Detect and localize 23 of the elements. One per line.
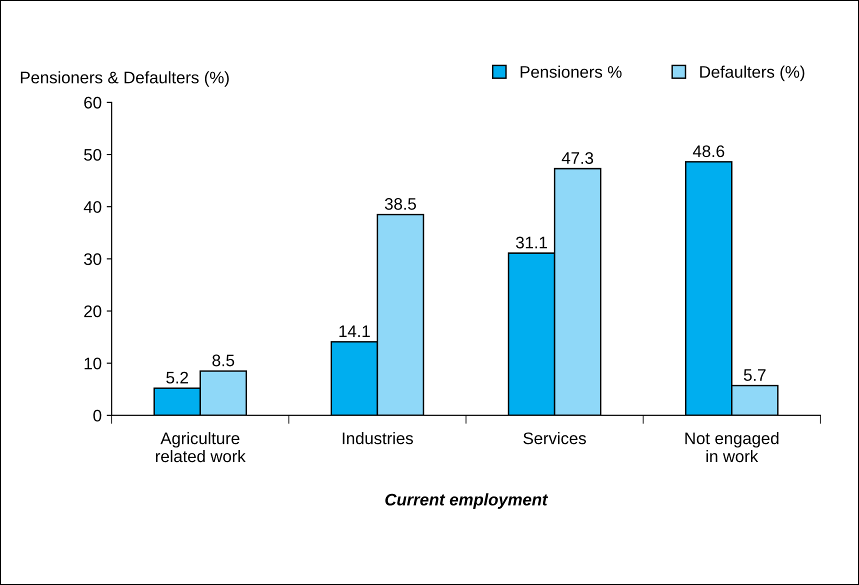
x-tick-label: Industries — [342, 432, 413, 444]
y-tick-label: 50 — [84, 148, 102, 161]
legend-label: Defaulters (%) — [700, 66, 804, 82]
x-tick-label: Services — [523, 432, 586, 444]
x-tick-label: Not engaged in work — [685, 432, 778, 462]
legend-label: Pensioners % — [520, 66, 622, 78]
data-label: 48.6 — [692, 145, 724, 158]
y-tick-label: 30 — [84, 253, 102, 266]
y-tick-label: 10 — [84, 358, 102, 370]
x-axis-title: Current employment — [385, 493, 548, 509]
data-label: 5.2 — [166, 372, 188, 384]
y-axis-title: Pensioners & Defaulters (%) — [20, 71, 229, 87]
data-label: 38.5 — [384, 198, 416, 210]
y-tick-label: 60 — [84, 96, 102, 109]
y-tick-label: 40 — [84, 201, 102, 213]
y-tick-label: 20 — [84, 305, 102, 318]
data-label: 31.1 — [516, 236, 547, 248]
data-label: 14.1 — [339, 325, 370, 337]
data-label: 47.3 — [562, 152, 594, 164]
x-tick-label: Agriculture related work — [156, 432, 246, 462]
data-label: 5.7 — [744, 369, 766, 381]
y-tick-label: 0 — [93, 410, 102, 422]
data-label: 8.5 — [212, 354, 234, 366]
